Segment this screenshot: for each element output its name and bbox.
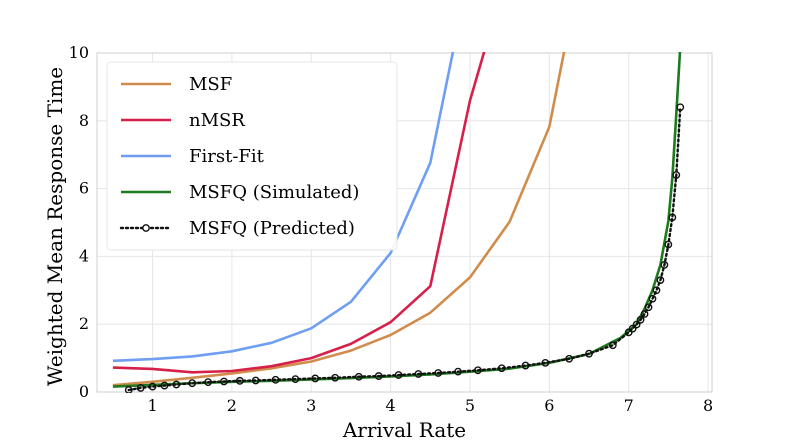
legend-box [106, 61, 398, 251]
data-point-msfq-predicted [172, 380, 181, 389]
data-point-msfq-predicted [636, 315, 645, 324]
data-point-msfq-predicted [664, 240, 673, 249]
data-point-msfq-predicted [374, 372, 383, 380]
plot-frame [96, 52, 713, 393]
data-point-msfq-predicted [394, 371, 403, 379]
tick-labels: 1 2 3 4 5 6 7 8 0 2 4 6 8 10 [69, 43, 713, 415]
legend-marker-msfq-predicted [142, 224, 150, 232]
data-point-msfq-predicted [648, 294, 657, 303]
x-tick-label: 5 [465, 396, 475, 415]
data-point-msfq-predicted [434, 369, 443, 377]
legend: MSF nMSR First-Fit MSFQ (Simulated) MSFQ (Pr… [106, 61, 398, 251]
data-point-msfq-predicted [414, 370, 423, 378]
data-point-msfq-predicted [124, 386, 133, 393]
data-point-msfq-predicted [672, 171, 681, 179]
data-point-msfq-predicted [160, 381, 169, 390]
legend-label-msfq-simulated: MSFQ (Simulated) [189, 182, 359, 203]
series-line-msf [112, 52, 566, 387]
x-axis-label: Arrival Rate [342, 418, 466, 441]
y-tick-label: 8 [79, 111, 89, 130]
data-point-msfq-predicted [565, 354, 574, 363]
data-point-msfq-predicted [497, 364, 506, 373]
data-point-msfq-predicted [632, 320, 641, 329]
data-point-msfq-predicted [668, 213, 677, 222]
data-point-msfq-predicted [474, 366, 482, 375]
data-point-msfq-predicted [251, 376, 260, 385]
data-point-msfq-predicted [608, 341, 617, 350]
data-point-msfq-predicted [291, 375, 300, 384]
data-point-msfq-predicted [311, 374, 320, 383]
data-point-msfq-predicted [628, 324, 637, 333]
series-line-first-fit [112, 52, 455, 363]
y-tick-label: 4 [79, 246, 89, 265]
data-point-msfq-predicted [585, 349, 593, 358]
data-point-msfq-predicted [676, 103, 685, 112]
x-tick-label: 1 [147, 396, 157, 415]
x-tick-label: 6 [544, 396, 554, 415]
series-line-nmsr [112, 52, 486, 374]
x-tick-label: 3 [306, 396, 316, 415]
data-point-msfq-predicted [271, 375, 280, 384]
data-point-msfq-predicted [541, 358, 550, 367]
x-tick-label: 2 [227, 396, 237, 415]
data-point-msfq-predicted [354, 372, 363, 381]
data-point-msfq-predicted [656, 276, 665, 285]
x-tick-label: 8 [703, 396, 713, 415]
data-point-msfq-predicted [652, 286, 661, 295]
data-point-msfq-predicted [454, 367, 462, 376]
y-tick-label: 10 [69, 43, 89, 62]
legend-label-first-fit: First-Fit [189, 146, 265, 167]
legend-label-nmsr: nMSR [189, 110, 245, 131]
series-layer [112, 52, 685, 393]
y-tick-label: 6 [79, 179, 89, 198]
data-point-msfq-predicted [148, 382, 157, 391]
y-axis-label: Weighted Mean Response Time [43, 67, 67, 386]
legend-label-msf: MSF [189, 74, 232, 95]
data-point-msfq-predicted [235, 376, 244, 385]
data-point-msfq-predicted [660, 260, 669, 269]
data-point-msfq-predicted [644, 303, 653, 312]
x-tick-label: 4 [386, 396, 396, 415]
y-tick-label: 0 [79, 382, 89, 401]
data-point-msfq-predicted [204, 378, 212, 387]
data-point-msfq-predicted [331, 373, 339, 382]
data-point-msfq-predicted [188, 379, 197, 388]
y-tick-label: 2 [79, 314, 89, 333]
x-tick-label: 7 [624, 396, 634, 415]
legend-label-msfq-predicted: MSFQ (Predicted) [189, 218, 355, 239]
data-point-msfq-predicted [136, 384, 145, 392]
data-point-msfq-predicted [220, 377, 228, 386]
data-point-msfq-predicted [521, 361, 530, 370]
data-point-msfq-predicted [640, 310, 649, 318]
